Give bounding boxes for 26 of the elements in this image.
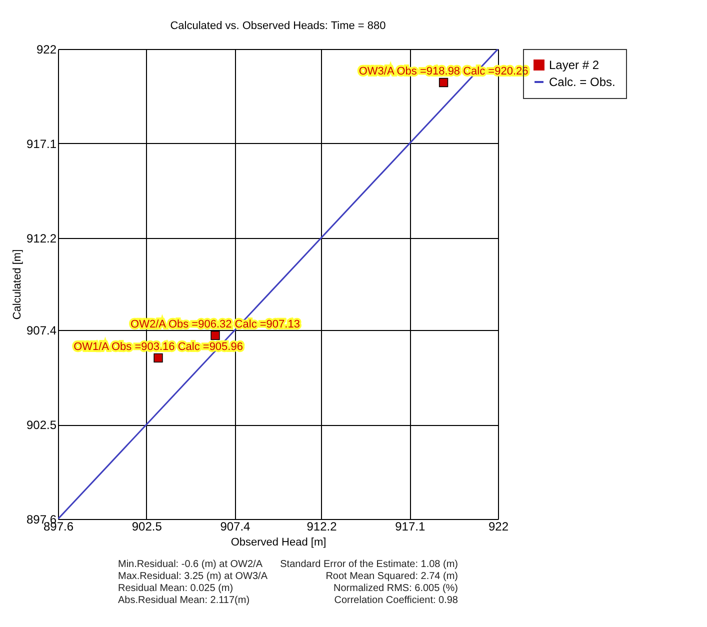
legend-label: Calc. = Obs. <box>549 75 616 89</box>
y-tick-label: 902.5 <box>26 418 57 432</box>
text: Residual Mean: 0.025 (m) <box>118 583 234 594</box>
text: Abs.Residual Mean: 2.117(m) <box>118 595 250 606</box>
y-tick-label: 917.1 <box>26 136 57 151</box>
x-tick-label: 907.4 <box>220 520 251 534</box>
x-tick-label: 917.1 <box>395 520 426 534</box>
text: Correlation Coefficient: 0.98 <box>334 595 458 606</box>
y-tick-label: 922 <box>36 42 57 56</box>
x-axis-title: Observed Head [m] <box>230 536 326 548</box>
x-tick-label: 912.2 <box>306 520 338 534</box>
legend-label: Layer # 2 <box>549 58 600 72</box>
point <box>210 330 220 340</box>
point <box>438 78 448 88</box>
point <box>154 353 163 363</box>
text: Root Mean Squared: 2.74 (m) <box>326 571 458 582</box>
x-tick-label: 922 <box>488 520 509 534</box>
chart-title: Calculated vs. Observed Heads: Time = 880 <box>170 20 386 32</box>
text: Max.Residual: 3.25 (m) at OW3/A <box>118 571 268 582</box>
text: Min.Residual: -0.6 (m) at OW2/A <box>118 559 263 570</box>
x-tick-label: 902.5 <box>132 520 162 534</box>
y-tick-label: 907.4 <box>26 324 57 338</box>
y-tick-label: 912.2 <box>26 231 57 246</box>
y-axis-title: Calculated [m] <box>11 249 24 320</box>
text: Standard Error of the Estimate: 1.08 (m) <box>280 559 458 570</box>
text: Normalized RMS: 6.005 (%) <box>334 583 458 594</box>
